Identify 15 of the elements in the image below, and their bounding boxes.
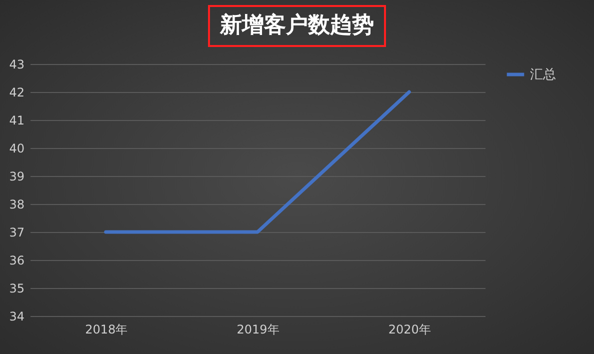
title-frame: 新增客户数趋势	[208, 5, 386, 47]
x-tick-label: 2019年	[236, 322, 280, 336]
y-tick-label: 35	[9, 282, 24, 296]
x-tick-label: 2018年	[85, 322, 128, 336]
y-tick-label: 39	[9, 170, 24, 184]
y-tick-label: 40	[9, 142, 24, 156]
y-tick-label: 34	[9, 310, 24, 324]
y-tick-label: 42	[9, 86, 24, 100]
y-tick-label: 38	[9, 198, 24, 212]
y-tick-label: 41	[9, 114, 24, 128]
y-tick-label: 36	[9, 254, 24, 268]
legend-label: 汇总	[530, 68, 556, 82]
y-tick-label: 43	[9, 58, 24, 72]
x-tick-label: 2020年	[388, 322, 431, 336]
y-tick-label: 37	[9, 226, 24, 240]
